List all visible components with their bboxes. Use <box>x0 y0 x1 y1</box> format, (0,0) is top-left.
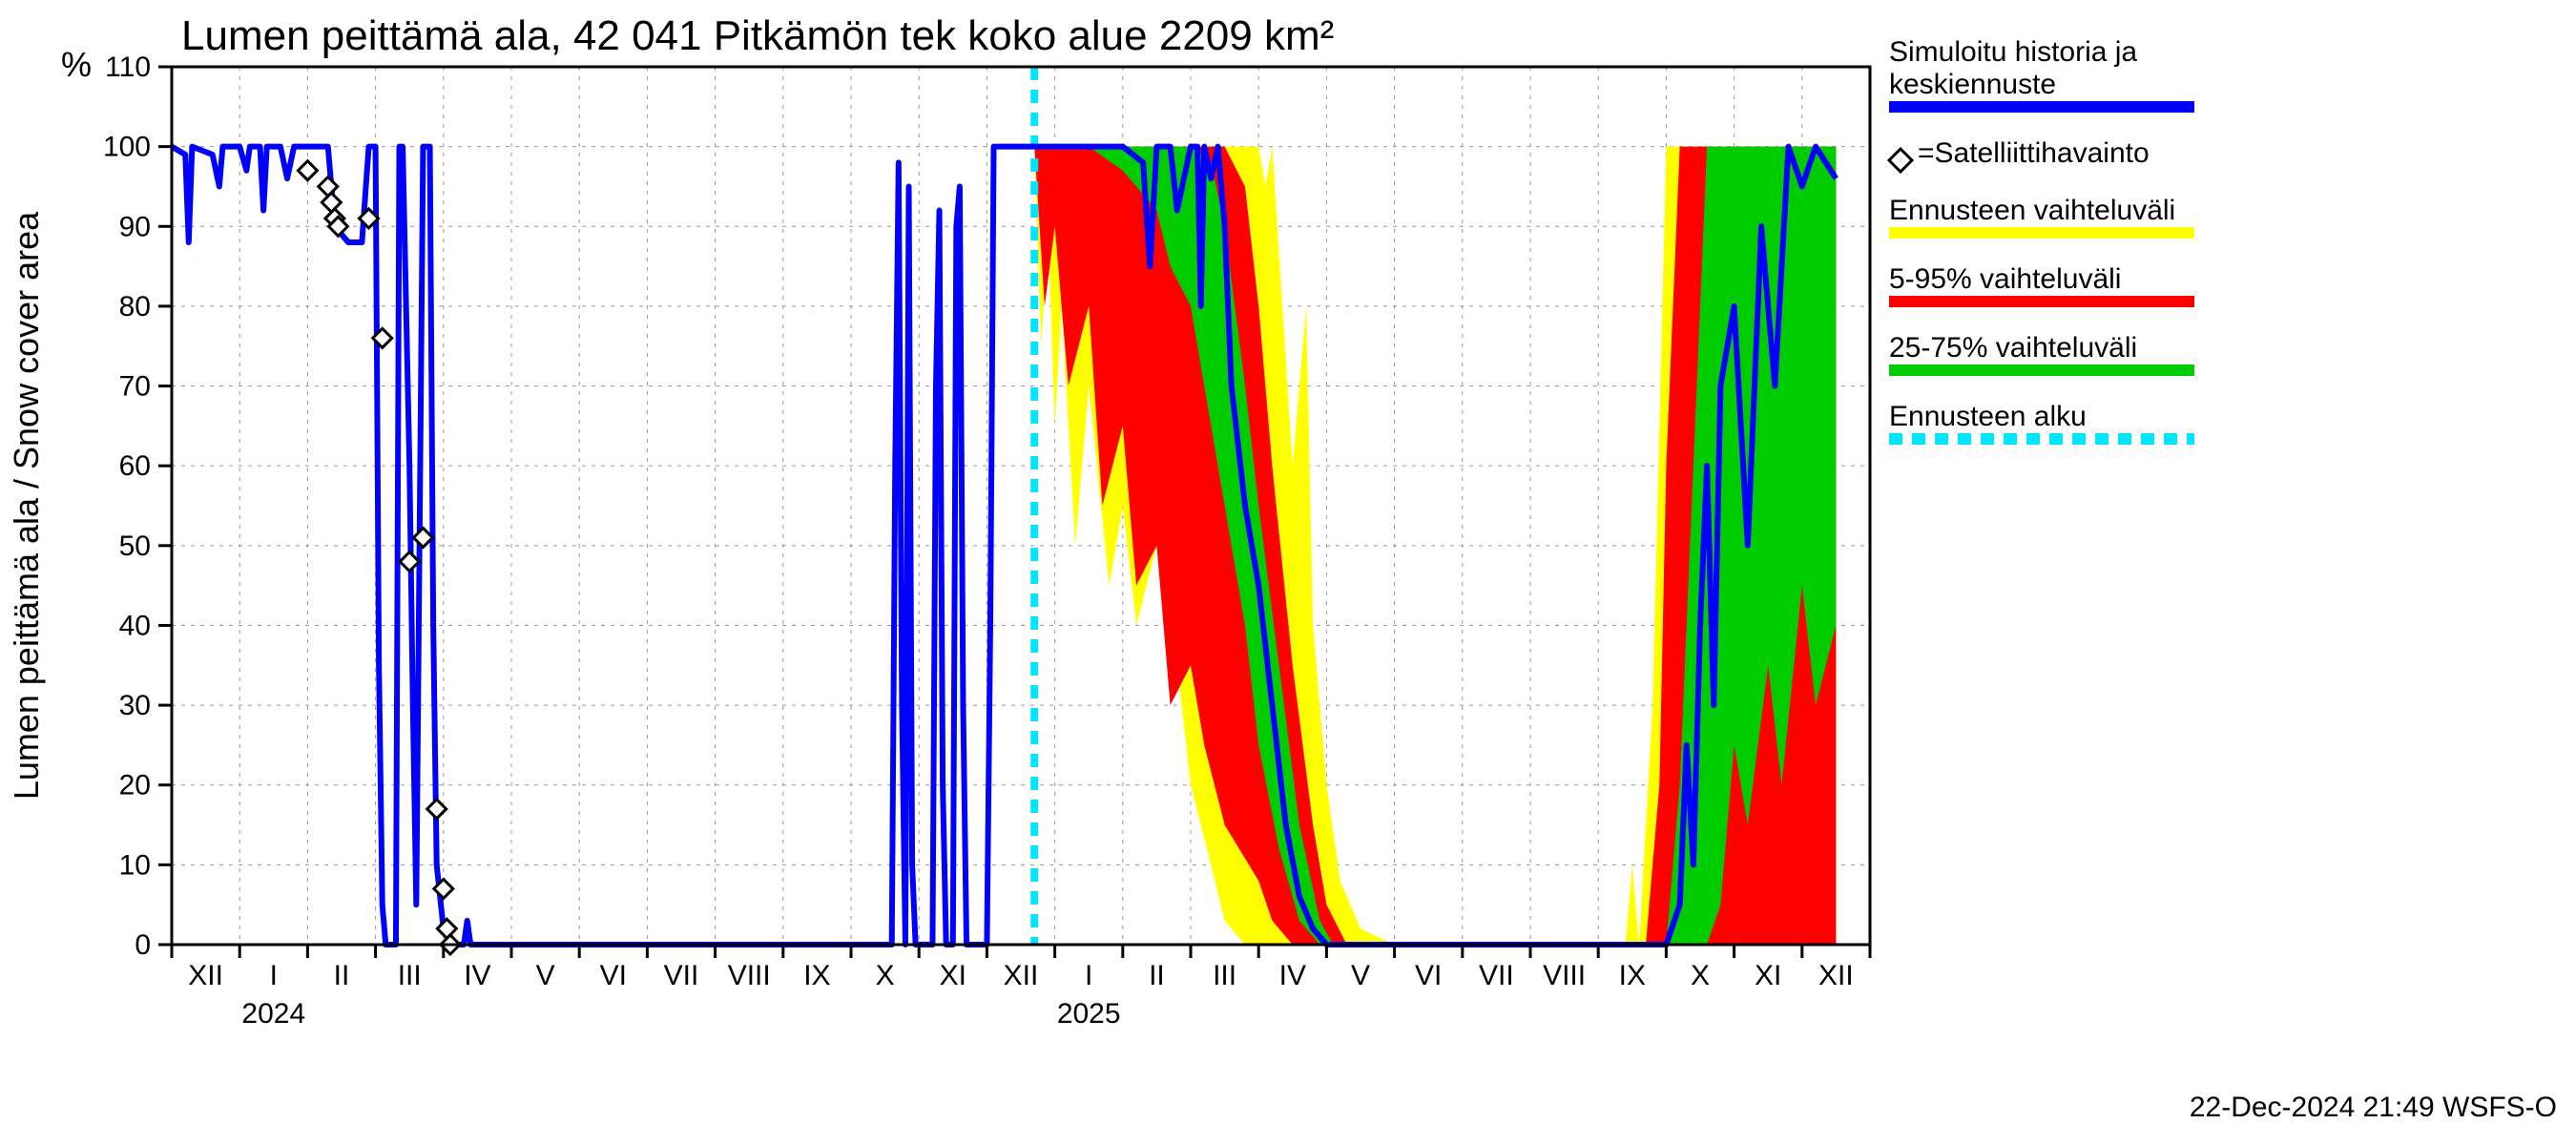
x-tick-label: VIII <box>1543 960 1586 991</box>
y-tick-label: 60 <box>119 450 151 482</box>
footer-text: 22-Dec-2024 21:49 WSFS-O <box>2190 1092 2557 1123</box>
y-tick-label: 90 <box>119 211 151 242</box>
chart-container: 0102030405060708090100110XIIIIIIIIIVVVIV… <box>0 0 2576 1145</box>
y-tick-label: 0 <box>135 929 151 961</box>
y-tick-label: 70 <box>119 371 151 403</box>
x-tick-label: VIII <box>728 960 771 991</box>
legend-label: =Satelliittihavainto <box>1918 137 2150 169</box>
y-tick-label: 20 <box>119 770 151 802</box>
x-year-label: 2025 <box>1057 998 1121 1030</box>
x-tick-label: XII <box>188 960 223 991</box>
x-tick-label: IX <box>803 960 830 991</box>
y-axis-label: Lumen peittämä ala / Snow cover area <box>7 211 46 800</box>
legend-label: Ennusteen vaihteluväli <box>1889 195 2175 226</box>
legend-label: Ennusteen alku <box>1889 401 2087 432</box>
x-tick-label: X <box>876 960 895 991</box>
x-tick-label: XII <box>1818 960 1854 991</box>
x-tick-label: IV <box>1279 960 1306 991</box>
chart-title: Lumen peittämä ala, 42 041 Pitkämön tek … <box>181 12 1334 59</box>
x-tick-label: II <box>334 960 350 991</box>
x-tick-label: XI <box>1755 960 1781 991</box>
x-tick-label: IV <box>464 960 490 991</box>
x-tick-label: VI <box>1415 960 1442 991</box>
x-tick-label: I <box>1085 960 1092 991</box>
y-tick-label: 80 <box>119 291 151 323</box>
legend-label: 5-95% vaihteluväli <box>1889 263 2121 295</box>
x-tick-label: X <box>1691 960 1710 991</box>
x-tick-label: VII <box>1479 960 1514 991</box>
y-tick-label: 30 <box>119 690 151 721</box>
y-tick-label: 40 <box>119 610 151 641</box>
x-tick-label: XI <box>940 960 966 991</box>
x-tick-label: XII <box>1004 960 1039 991</box>
x-tick-label: VII <box>664 960 699 991</box>
x-tick-label: II <box>1149 960 1165 991</box>
x-tick-label: VI <box>600 960 627 991</box>
chart-svg: 0102030405060708090100110XIIIIIIIIIVVVIV… <box>0 0 2576 1145</box>
x-tick-label: V <box>536 960 555 991</box>
x-tick-label: III <box>1213 960 1236 991</box>
x-year-label: 2024 <box>241 998 305 1030</box>
y-tick-label: 110 <box>105 52 151 83</box>
x-tick-label: I <box>270 960 278 991</box>
y-tick-label: 100 <box>103 132 151 163</box>
legend-label: Simuloitu historia ja <box>1889 36 2137 68</box>
x-tick-label: IX <box>1619 960 1646 991</box>
x-tick-label: III <box>398 960 422 991</box>
x-tick-label: V <box>1351 960 1370 991</box>
legend-label: 25-75% vaihteluväli <box>1889 332 2137 364</box>
y-unit-label: % <box>61 45 92 84</box>
y-tick-label: 10 <box>119 849 151 881</box>
y-tick-label: 50 <box>119 531 151 562</box>
legend-label: keskiennuste <box>1889 69 2056 100</box>
